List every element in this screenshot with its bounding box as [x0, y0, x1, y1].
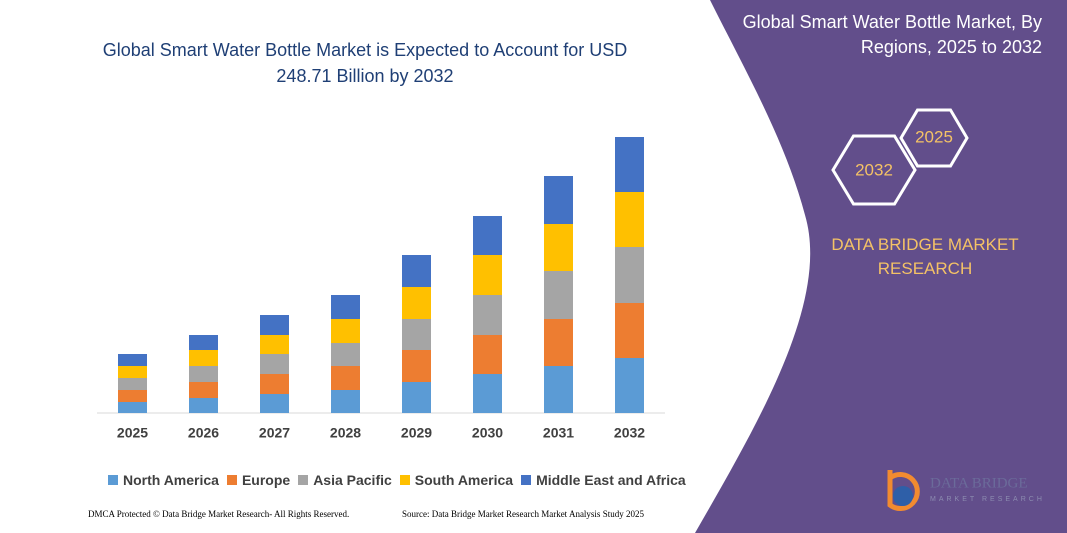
bar-segment — [118, 402, 147, 413]
bar-segment — [615, 358, 644, 413]
bar-segment — [615, 247, 644, 303]
hexagon-label: 2032 — [855, 160, 893, 179]
bar-segment — [402, 350, 431, 382]
legend-label: South America — [414, 472, 514, 488]
logo-tagline: MARKET RESEARCH — [930, 496, 1045, 503]
bar-segment — [189, 382, 218, 398]
bar-segment — [473, 216, 502, 255]
bar-segment — [260, 335, 289, 354]
bar-segment — [544, 319, 573, 366]
logo-mark — [893, 486, 913, 506]
bar-segment — [402, 382, 431, 413]
hexagon — [899, 108, 969, 168]
bar-segment — [118, 378, 147, 390]
bar-segment — [544, 366, 573, 413]
bar-segment — [473, 374, 502, 413]
bar-segment — [402, 319, 431, 350]
legend-item: Middle East and Africa — [521, 472, 686, 488]
bar-segment — [331, 295, 360, 319]
logo-mark — [887, 470, 920, 511]
bar-segment — [260, 315, 289, 335]
hexagon-label: 2025 — [915, 127, 953, 146]
footer-copyright: DMCA Protected © Data Bridge Market Rese… — [88, 509, 350, 519]
bar-segment — [544, 224, 573, 271]
bar-segment — [331, 319, 360, 343]
legend-swatch — [521, 475, 532, 485]
legend-label: Asia Pacific — [313, 472, 392, 488]
bar-segment — [402, 287, 431, 319]
x-tick-label: 2029 — [401, 425, 432, 441]
legend-item: Asia Pacific — [298, 472, 392, 488]
footer-source: Source: Data Bridge Market Research Mark… — [402, 509, 644, 519]
bar-segment — [118, 354, 147, 366]
bar-segment — [331, 343, 360, 366]
bar-segment — [544, 176, 573, 224]
panel-title: Global Smart Water Bottle Market, By Reg… — [742, 12, 1042, 57]
bar-segment — [331, 366, 360, 390]
x-tick-label: 2026 — [188, 425, 219, 441]
x-tick-label: 2030 — [472, 425, 503, 441]
bar-segment — [615, 137, 644, 192]
side-panel — [695, 0, 1067, 533]
bar-segment — [615, 192, 644, 247]
legend-label: Middle East and Africa — [536, 472, 686, 488]
bar-segment — [544, 271, 573, 319]
legend-swatch — [298, 475, 309, 485]
hexagon — [831, 134, 917, 206]
bar-segment — [473, 295, 502, 335]
legend-item: North America — [108, 472, 219, 488]
legend: North America Europe Asia Pacific South Ame… — [108, 472, 686, 488]
bar-segment — [189, 350, 218, 366]
legend-label: Europe — [241, 472, 291, 488]
bar-segment — [402, 255, 431, 287]
bar-segment — [118, 366, 147, 378]
brand: DATA BRIDGE MARKET RESEARCH — [831, 235, 1019, 278]
legend-swatch — [226, 475, 237, 485]
chart-title: Global Smart Water Bottle Market is Expe… — [102, 40, 628, 86]
legend-item: South America — [399, 472, 514, 488]
bar-segment — [260, 354, 289, 374]
bar-segment — [189, 335, 218, 350]
bar-segment — [118, 390, 147, 402]
legend-swatch — [108, 475, 118, 485]
bar-segment — [331, 390, 360, 413]
bar-segment — [260, 394, 289, 413]
bar-segment — [615, 303, 644, 358]
logo-name: DATA BRIDGE — [930, 475, 1028, 491]
legend-item: Europe — [226, 472, 291, 488]
legend-label: North America — [123, 472, 219, 488]
x-tick-label: 2032 — [614, 425, 645, 441]
x-tick-label: 2028 — [330, 425, 361, 441]
x-tick-label: 2031 — [543, 425, 574, 441]
bar-segment — [189, 398, 218, 413]
bar-segment — [473, 335, 502, 374]
bar-segment — [260, 374, 289, 394]
x-tick-label: 2027 — [259, 425, 290, 441]
bar-segment — [189, 366, 218, 382]
x-tick-label: 2025 — [117, 425, 148, 441]
bar-segment — [473, 255, 502, 295]
legend-swatch — [399, 475, 410, 485]
